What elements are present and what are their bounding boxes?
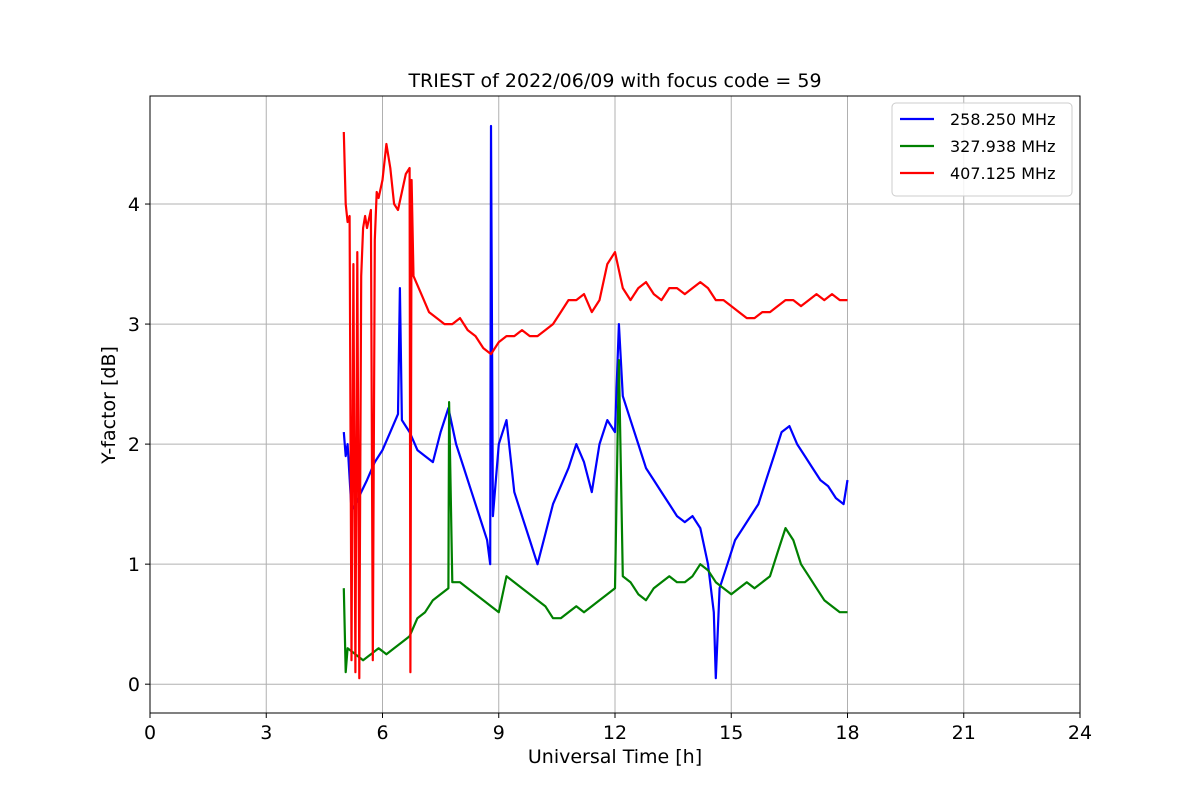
x-tick-label: 9 [493, 722, 505, 744]
chart-title: TRIEST of 2022/06/09 with focus code = 5… [407, 70, 821, 92]
legend-label: 258.250 MHz [950, 110, 1055, 129]
y-axis-label: Y-factor [dB] [98, 346, 120, 465]
x-tick-label: 6 [376, 722, 388, 744]
x-tick-label: 18 [835, 722, 859, 744]
x-tick-label: 12 [603, 722, 627, 744]
x-tick-label: 3 [260, 722, 272, 744]
y-tick-label: 1 [128, 554, 140, 576]
series-layer [342, 124, 849, 680]
legend: 258.250 MHz 327.938 MHz 407.125 MHz [891, 102, 1073, 197]
series-line-3 [342, 131, 848, 680]
y-tick-label: 0 [128, 674, 140, 696]
x-tick-label: 24 [1068, 722, 1092, 744]
x-axis-label: Universal Time [h] [528, 746, 702, 768]
x-tick-label: 0 [144, 722, 156, 744]
y-tick-label: 3 [128, 314, 140, 336]
series-line-2 [342, 359, 848, 674]
legend-label: 407.125 MHz [950, 164, 1055, 183]
series-line-1 [342, 124, 849, 680]
legend-label: 327.938 MHz [950, 137, 1055, 156]
y-tick-label: 4 [128, 194, 140, 216]
y-tick-label: 2 [128, 434, 140, 456]
legend-box [891, 102, 1073, 197]
x-tick-label: 21 [952, 722, 976, 744]
x-tick-label: 15 [719, 722, 743, 744]
